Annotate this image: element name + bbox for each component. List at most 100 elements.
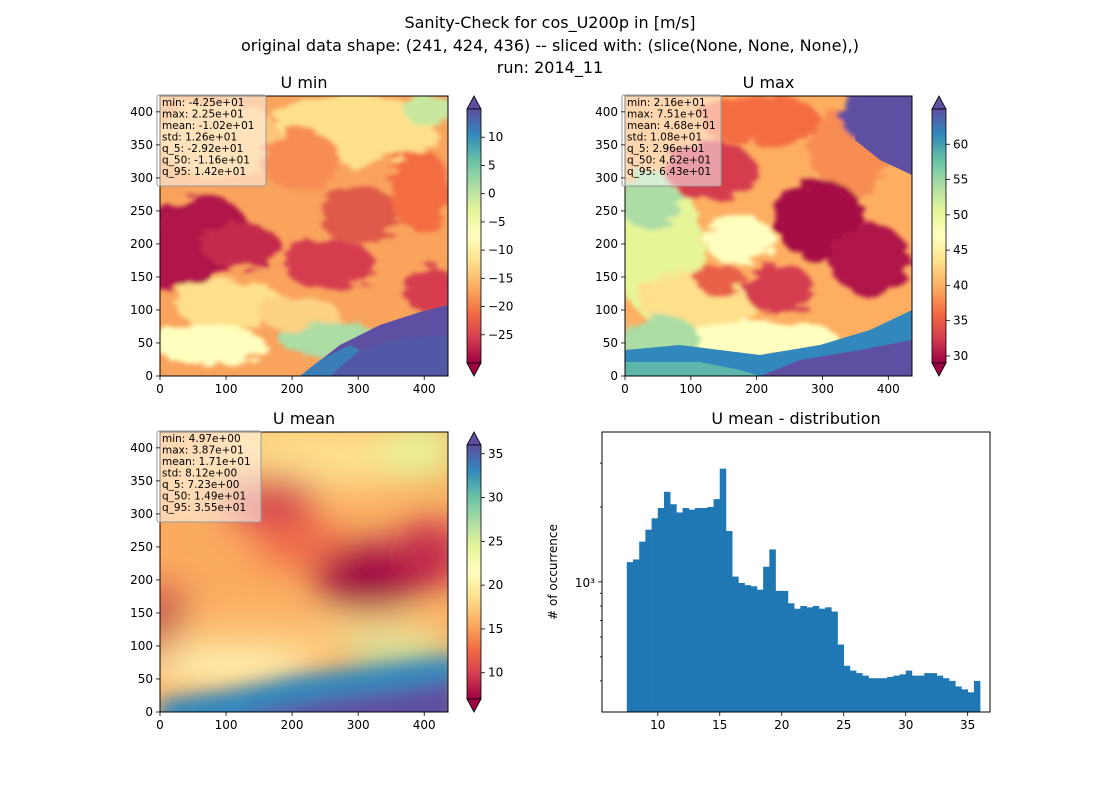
umean-x-tick-label: 0 [156, 718, 164, 732]
umax-y-tick-label: 100 [595, 303, 618, 317]
umean-x-tick-label: 100 [215, 718, 238, 732]
umin-x-tick-label: 300 [347, 382, 370, 396]
umax-x-tick-label: 100 [679, 382, 702, 396]
histogram-bar [750, 586, 758, 712]
histogram-x-tick-label: 10 [650, 718, 665, 732]
histogram-frame [601, 431, 991, 713]
umean-colorbar-tick-label: 35 [488, 447, 503, 461]
umin-stat-line: min: -4.25e+01 [162, 97, 244, 109]
histogram-bar [924, 673, 931, 712]
histogram-bar [936, 675, 944, 712]
umean-colorbar-tick-label: 30 [488, 491, 503, 505]
histogram-bar [719, 468, 727, 712]
umax-stat-line: q_5: 2.96e+01 [627, 143, 704, 155]
histogram-bar [725, 531, 733, 712]
umax-colorbar [931, 95, 947, 377]
umax-y-tick-label: 50 [603, 336, 618, 350]
umean-y-tick-label: 250 [130, 540, 153, 554]
umin-stat-line: max: 2.25e+01 [162, 109, 244, 121]
umax-y-tick-label: 200 [595, 237, 618, 251]
umean-x-tick-label: 200 [281, 718, 304, 732]
umin-title: U min [281, 73, 328, 92]
histogram-bar [694, 508, 702, 712]
umin-stat-line: mean: -1.02e+01 [162, 120, 254, 132]
umean-y-tick-label: 100 [130, 639, 153, 653]
histogram-bar [899, 674, 907, 712]
histogram-bar [973, 680, 981, 712]
histogram-bar [794, 608, 801, 712]
histogram-y-axis-label: # of occurrence [546, 524, 560, 620]
umin-stat-line: q_5: -2.92e+01 [162, 143, 243, 155]
figure-title-line-1: Sanity-Check for cos_U200p in [m/s] [404, 13, 696, 32]
umean-x-tick-label: 400 [413, 718, 436, 732]
umax-stats-box [621, 94, 722, 187]
umean-frame [159, 431, 449, 713]
histogram-bar [756, 589, 764, 712]
umax-y-tick-label: 250 [595, 204, 618, 218]
umean-stats-box [156, 430, 262, 523]
umean-y-tick-label: 200 [130, 573, 153, 587]
histogram-bar [732, 576, 739, 712]
umean-y-tick-label: 300 [130, 507, 153, 521]
histogram-bar [744, 585, 752, 712]
histogram-bar [763, 566, 770, 712]
umin-stat-line: q_95: 1.42e+01 [162, 166, 246, 178]
umax-y-tick-label: 400 [595, 105, 618, 119]
histogram-bar [837, 644, 845, 712]
umin-frame [159, 95, 449, 377]
umean-y-tick-label: 350 [130, 474, 153, 488]
umin-colorbar-tick-label: 10 [488, 130, 503, 144]
umin-y-tick-label: 0 [145, 369, 153, 383]
umean-stat-line: q_5: 7.23e+00 [162, 479, 239, 491]
umin-y-tick-label: 100 [130, 303, 153, 317]
histogram-bar [967, 692, 975, 712]
histogram-bar [918, 675, 925, 712]
histogram-bar [651, 518, 659, 712]
umax-colorbar-tick-label: 55 [953, 173, 968, 187]
umax-y-tick-label: 150 [595, 270, 618, 284]
histogram-bar [676, 512, 683, 712]
umax-y-tick-label: 350 [595, 138, 618, 152]
umax-x-tick-label: 0 [621, 382, 629, 396]
histogram-bar [670, 504, 677, 712]
umax-y-tick-label: 300 [595, 171, 618, 185]
umin-colorbar [466, 95, 482, 377]
umin-colorbar-tick-label: 0 [488, 187, 496, 201]
umax-colorbar-tick-label: 35 [953, 314, 968, 328]
histogram-bar [775, 590, 783, 712]
histogram-bar [738, 582, 745, 712]
umax-x-tick-label: 300 [811, 382, 834, 396]
umax-panel [621, 94, 913, 377]
umean-stat-line: q_50: 1.49e+01 [162, 491, 246, 503]
umin-colorbar-tick-label: −5 [488, 215, 506, 229]
histogram-bar [961, 689, 968, 712]
histogram-bar [843, 665, 851, 712]
umin-y-tick-label: 400 [130, 105, 153, 119]
umean-y-tick-label: 400 [130, 441, 153, 455]
umin-colorbar-tick-label: −15 [488, 271, 513, 285]
histogram-bar [849, 670, 857, 712]
umax-stat-line: max: 7.51e+01 [627, 109, 709, 121]
umin-panel [156, 94, 449, 377]
umax-colorbar-tick-label: 60 [953, 137, 968, 151]
umax-x-tick-label: 200 [745, 382, 768, 396]
histogram-bar [787, 603, 795, 712]
histogram-bar [806, 607, 814, 712]
histogram-bar [688, 509, 696, 712]
umean-title: U mean [273, 409, 335, 428]
umin-y-tick-label: 250 [130, 204, 153, 218]
umean-colorbar-tick-label: 25 [488, 534, 503, 548]
umean-stat-line: max: 3.87e+01 [162, 445, 244, 457]
histogram-bar [781, 590, 789, 712]
umax-stat-line: std: 1.08e+01 [627, 132, 702, 144]
figure-title-line-2: original data shape: (241, 424, 436) -- … [241, 36, 859, 55]
histogram-bar [905, 670, 913, 712]
umax-title: U max [743, 73, 795, 92]
umax-frame [624, 95, 913, 377]
umin-x-tick-label: 200 [281, 382, 304, 396]
histogram-bar [812, 605, 820, 712]
histogram-bar [942, 678, 950, 712]
umean-x-tick-label: 300 [347, 718, 370, 732]
umax-stat-line: q_95: 6.43e+01 [627, 166, 711, 178]
